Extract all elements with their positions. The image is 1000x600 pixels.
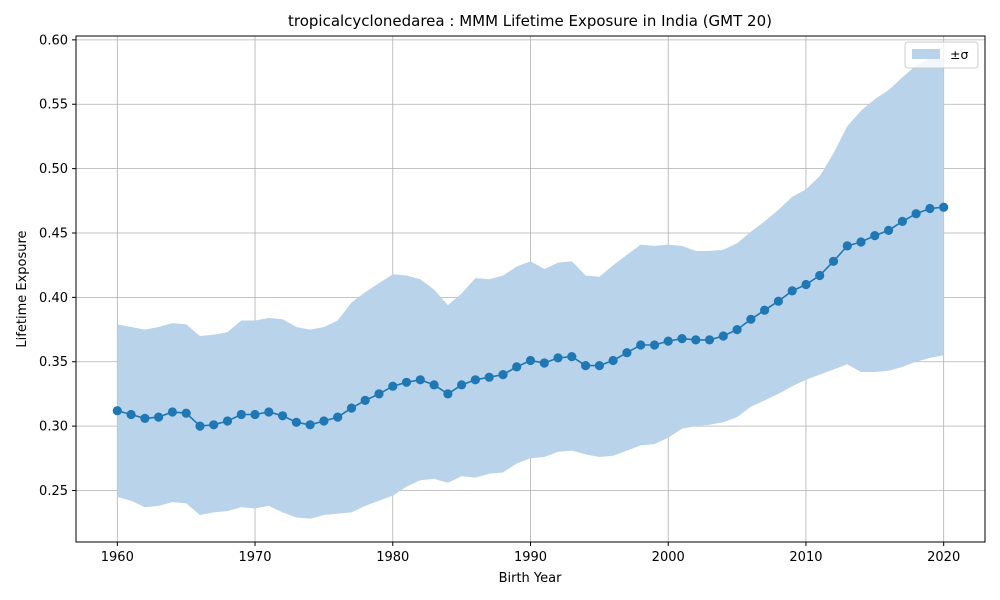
data-point	[704, 335, 715, 345]
data-point	[278, 411, 288, 421]
x-tick-label: 1980	[376, 550, 409, 565]
data-point	[897, 216, 908, 226]
data-point	[773, 296, 784, 306]
legend: ±σ	[904, 41, 979, 69]
legend-label-band: ±σ	[950, 47, 968, 62]
x-tick-label: 2020	[927, 550, 960, 565]
data-point	[264, 407, 274, 417]
data-point	[567, 352, 577, 362]
data-point	[319, 416, 329, 426]
data-point	[815, 270, 825, 281]
data-point	[512, 362, 522, 372]
data-point	[291, 417, 301, 427]
data-point	[828, 256, 839, 266]
data-point	[222, 416, 233, 426]
data-point	[787, 286, 797, 296]
legend-box	[904, 41, 979, 69]
data-point	[581, 361, 591, 371]
data-point	[126, 409, 136, 420]
x-tick-label: 1990	[514, 550, 547, 565]
data-point	[939, 202, 949, 212]
data-point	[305, 420, 315, 430]
data-point	[250, 409, 260, 420]
x-axis-ticks: 1960 1970 1980 1990 2000 2010 2020	[101, 542, 960, 565]
data-point	[911, 209, 921, 219]
data-point	[732, 325, 742, 335]
y-tick-label: 0.50	[39, 162, 68, 177]
y-tick-label: 0.60	[39, 33, 68, 48]
data-points	[112, 202, 949, 431]
data-point	[140, 413, 150, 423]
legend-swatch-band	[912, 49, 940, 59]
x-tick-label: 1960	[101, 550, 134, 565]
y-tick-label: 0.55	[39, 98, 68, 113]
y-tick-label: 0.25	[39, 484, 68, 499]
data-point	[649, 340, 660, 350]
data-point	[608, 355, 618, 366]
data-point	[388, 381, 398, 391]
data-point	[677, 334, 687, 344]
data-point	[181, 408, 191, 418]
data-point	[167, 407, 177, 417]
y-tick-label: 0.35	[39, 355, 68, 370]
data-point	[415, 375, 425, 385]
data-point	[195, 421, 205, 431]
data-point	[470, 375, 480, 385]
data-point	[429, 380, 439, 390]
data-point	[154, 412, 164, 422]
data-point	[401, 377, 412, 387]
data-point	[691, 335, 701, 345]
data-point	[842, 241, 852, 251]
x-tick-label: 2000	[652, 550, 685, 565]
y-axis-ticks: 0.25 0.30 0.35 0.40 0.45 0.50 0.55 0.60	[39, 33, 76, 499]
y-tick-label: 0.40	[39, 291, 68, 306]
data-point	[636, 340, 646, 350]
x-axis-label: Birth Year	[499, 571, 563, 586]
data-point	[209, 420, 219, 430]
data-point	[760, 305, 770, 315]
y-tick-label: 0.45	[39, 226, 68, 241]
data-point	[112, 406, 122, 416]
data-point	[801, 279, 811, 290]
data-point	[346, 403, 357, 413]
data-point	[333, 412, 343, 422]
data-point	[594, 361, 605, 371]
data-point	[374, 389, 384, 399]
x-tick-label: 2010	[789, 550, 822, 565]
y-axis-label: Lifetime Exposure	[15, 230, 30, 347]
data-point	[663, 336, 673, 346]
data-point	[884, 225, 894, 235]
data-point	[870, 231, 880, 241]
data-point	[457, 380, 467, 390]
data-point	[498, 370, 508, 380]
data-point	[856, 237, 866, 247]
data-point	[443, 389, 453, 399]
sigma-band	[117, 57, 944, 519]
y-tick-label: 0.30	[39, 420, 68, 435]
data-point	[539, 358, 549, 368]
x-tick-label: 1970	[238, 550, 271, 565]
data-point	[925, 203, 935, 214]
chart-title: tropicalcyclonedarea : MMM Lifetime Expo…	[288, 12, 772, 30]
data-point	[553, 353, 563, 363]
data-point	[236, 409, 246, 420]
data-point	[718, 331, 728, 341]
data-point	[525, 355, 536, 366]
data-point	[746, 314, 756, 324]
data-point	[622, 348, 632, 358]
data-point	[360, 395, 370, 405]
data-point	[484, 372, 494, 382]
